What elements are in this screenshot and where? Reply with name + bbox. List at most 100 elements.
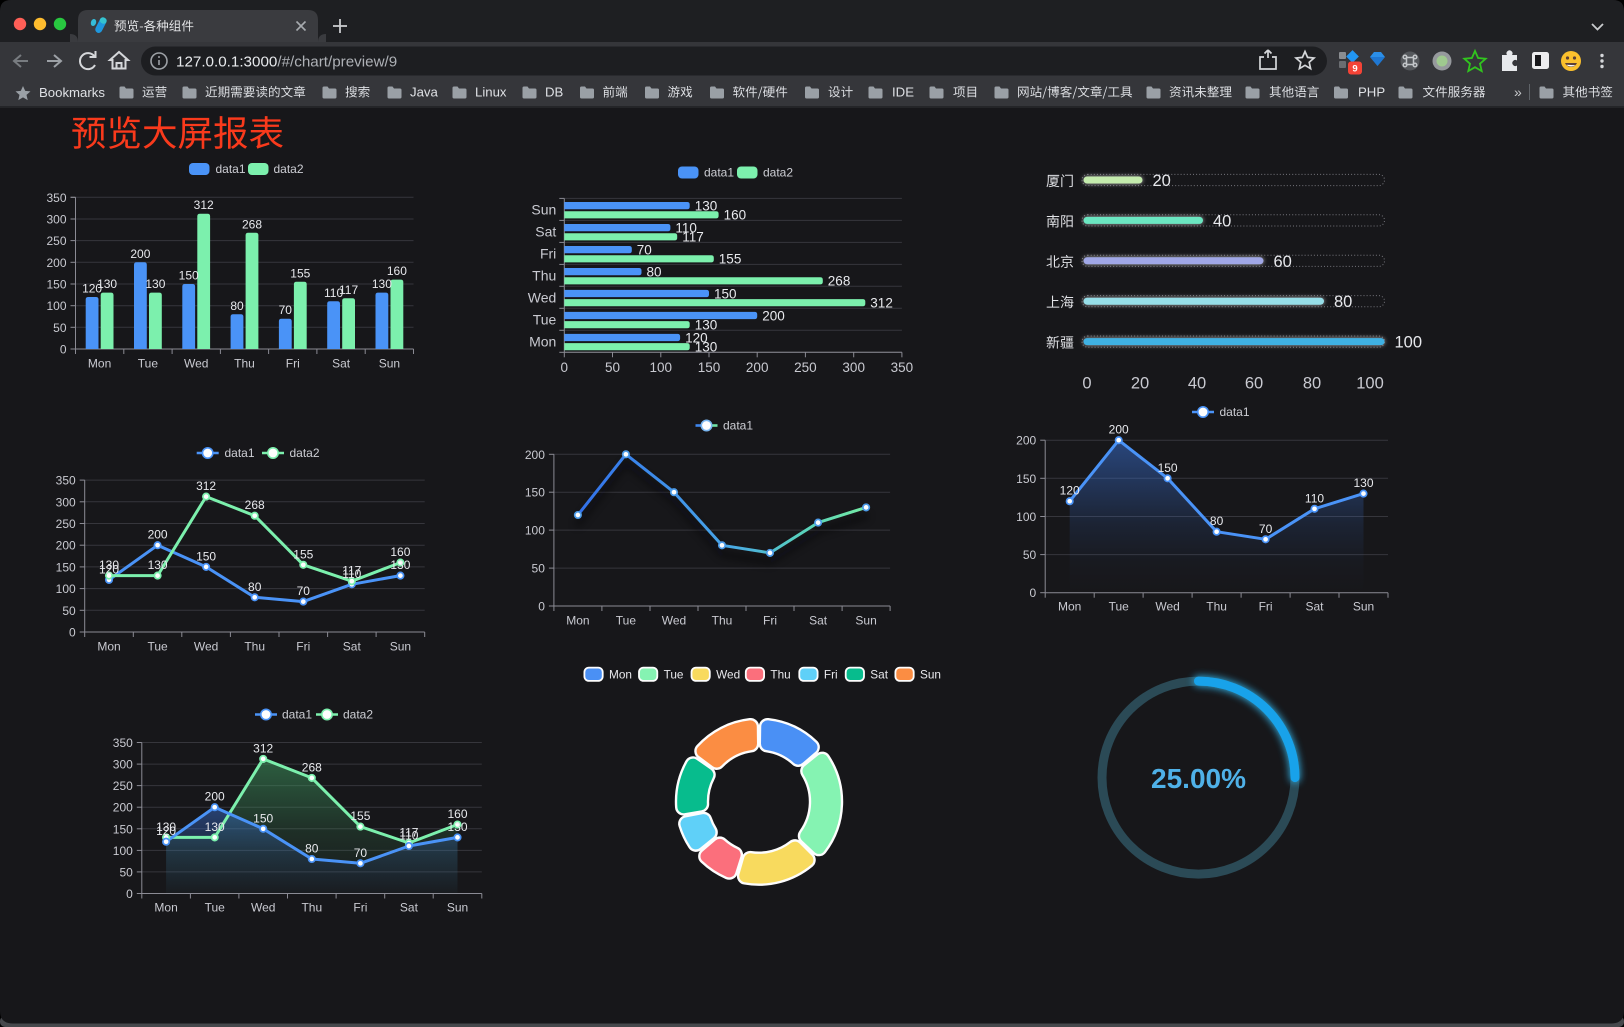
svg-text:50: 50 xyxy=(119,865,133,879)
svg-text:Tue: Tue xyxy=(1109,600,1130,614)
svg-text:150: 150 xyxy=(1016,472,1036,486)
svg-text:127.0.0.1:3000/#/chart/preview: 127.0.0.1:3000/#/chart/preview/9 xyxy=(176,54,397,71)
svg-text:268: 268 xyxy=(302,760,322,774)
svg-text:Sun: Sun xyxy=(379,357,400,371)
svg-text:Fri: Fri xyxy=(1259,600,1273,614)
svg-text:150: 150 xyxy=(196,549,216,563)
svg-text:0: 0 xyxy=(561,360,569,375)
svg-text:Sat: Sat xyxy=(809,614,828,628)
svg-text:130: 130 xyxy=(145,277,165,291)
svg-text:Thu: Thu xyxy=(234,357,255,371)
svg-text:70: 70 xyxy=(297,584,311,598)
svg-text:Sun: Sun xyxy=(855,614,876,628)
svg-text:Fri: Fri xyxy=(353,901,367,915)
svg-text:300: 300 xyxy=(113,758,133,772)
svg-text:data1: data1 xyxy=(225,446,255,460)
svg-text:130: 130 xyxy=(205,820,225,834)
svg-text:155: 155 xyxy=(350,809,370,823)
svg-text:Wed: Wed xyxy=(528,289,557,305)
svg-text:data2: data2 xyxy=(763,166,793,180)
svg-text:155: 155 xyxy=(719,252,742,267)
svg-text:130: 130 xyxy=(695,199,718,214)
svg-text:Fri: Fri xyxy=(824,667,838,681)
svg-text:300: 300 xyxy=(56,495,76,509)
svg-text:Wed: Wed xyxy=(662,614,686,628)
svg-text:200: 200 xyxy=(746,360,769,375)
svg-text:350: 350 xyxy=(891,360,914,375)
svg-text:data1: data1 xyxy=(704,166,734,180)
svg-text:80: 80 xyxy=(248,580,262,594)
svg-text:Mon: Mon xyxy=(609,667,632,681)
svg-text:117: 117 xyxy=(399,826,418,840)
svg-text:Mon: Mon xyxy=(1058,600,1081,614)
svg-text:Thu: Thu xyxy=(770,667,790,681)
svg-text:100: 100 xyxy=(1356,375,1384,393)
svg-text:200: 200 xyxy=(113,801,133,815)
svg-text:155: 155 xyxy=(293,547,313,561)
svg-text:160: 160 xyxy=(387,264,407,278)
svg-text:80: 80 xyxy=(305,842,319,856)
svg-text:Sat: Sat xyxy=(332,357,351,371)
svg-text:155: 155 xyxy=(290,266,310,280)
svg-text:110: 110 xyxy=(324,286,343,300)
svg-text:IDE: IDE xyxy=(892,85,914,100)
svg-text:Wed: Wed xyxy=(194,640,218,654)
svg-text:117: 117 xyxy=(339,283,358,297)
svg-text:300: 300 xyxy=(46,213,66,227)
svg-text:130: 130 xyxy=(99,558,119,572)
svg-text:Sat: Sat xyxy=(400,901,419,915)
svg-text:150: 150 xyxy=(525,486,545,500)
svg-text:Thu: Thu xyxy=(712,614,733,628)
svg-text:Thu: Thu xyxy=(301,901,322,915)
svg-text:50: 50 xyxy=(532,562,546,576)
svg-text:150: 150 xyxy=(56,560,76,574)
svg-text:70: 70 xyxy=(1259,522,1273,536)
svg-text:150: 150 xyxy=(698,360,721,375)
svg-text:150: 150 xyxy=(46,278,66,292)
svg-text:120: 120 xyxy=(99,562,119,576)
svg-text:350: 350 xyxy=(56,474,76,488)
svg-text:data1: data1 xyxy=(216,162,246,176)
svg-text:130: 130 xyxy=(695,318,718,333)
svg-text:9: 9 xyxy=(1352,64,1357,75)
svg-text:110: 110 xyxy=(399,829,418,843)
svg-text:120: 120 xyxy=(1060,484,1080,498)
svg-text:40: 40 xyxy=(1213,212,1231,230)
svg-text:Sun: Sun xyxy=(531,201,556,217)
svg-text:200: 200 xyxy=(148,528,168,542)
svg-text:Thu: Thu xyxy=(532,267,556,283)
svg-text:160: 160 xyxy=(390,545,410,559)
svg-text:120: 120 xyxy=(82,282,102,296)
svg-text:120: 120 xyxy=(685,330,708,345)
svg-text:130: 130 xyxy=(156,820,176,834)
svg-text:Mon: Mon xyxy=(154,901,177,915)
svg-text:Thu: Thu xyxy=(244,640,265,654)
svg-text:70: 70 xyxy=(637,243,652,258)
svg-text:PHP: PHP xyxy=(1358,85,1385,100)
svg-text:110: 110 xyxy=(675,221,697,236)
svg-text:0: 0 xyxy=(538,600,545,614)
svg-text:150: 150 xyxy=(113,822,133,836)
svg-text:0: 0 xyxy=(126,887,133,901)
svg-text:Fri: Fri xyxy=(286,357,300,371)
svg-text:60: 60 xyxy=(1274,253,1292,271)
svg-text:Sun: Sun xyxy=(1353,600,1374,614)
svg-text:312: 312 xyxy=(196,479,216,493)
svg-text:200: 200 xyxy=(46,256,66,270)
svg-text:Tue: Tue xyxy=(616,614,637,628)
svg-text:100: 100 xyxy=(650,360,673,375)
svg-text:160: 160 xyxy=(724,208,747,223)
svg-text:80: 80 xyxy=(647,265,662,280)
svg-text:Bookmarks: Bookmarks xyxy=(39,85,105,100)
svg-text:50: 50 xyxy=(605,360,620,375)
svg-text:200: 200 xyxy=(525,448,545,462)
svg-text:200: 200 xyxy=(130,247,150,261)
svg-text:Sat: Sat xyxy=(343,640,362,654)
svg-text:100: 100 xyxy=(56,582,76,596)
svg-text:312: 312 xyxy=(194,198,214,212)
svg-text:268: 268 xyxy=(242,217,262,231)
svg-text:312: 312 xyxy=(870,296,893,311)
svg-text:Thu: Thu xyxy=(1206,600,1227,614)
svg-text:250: 250 xyxy=(113,779,133,793)
svg-text:data1: data1 xyxy=(1220,405,1250,419)
